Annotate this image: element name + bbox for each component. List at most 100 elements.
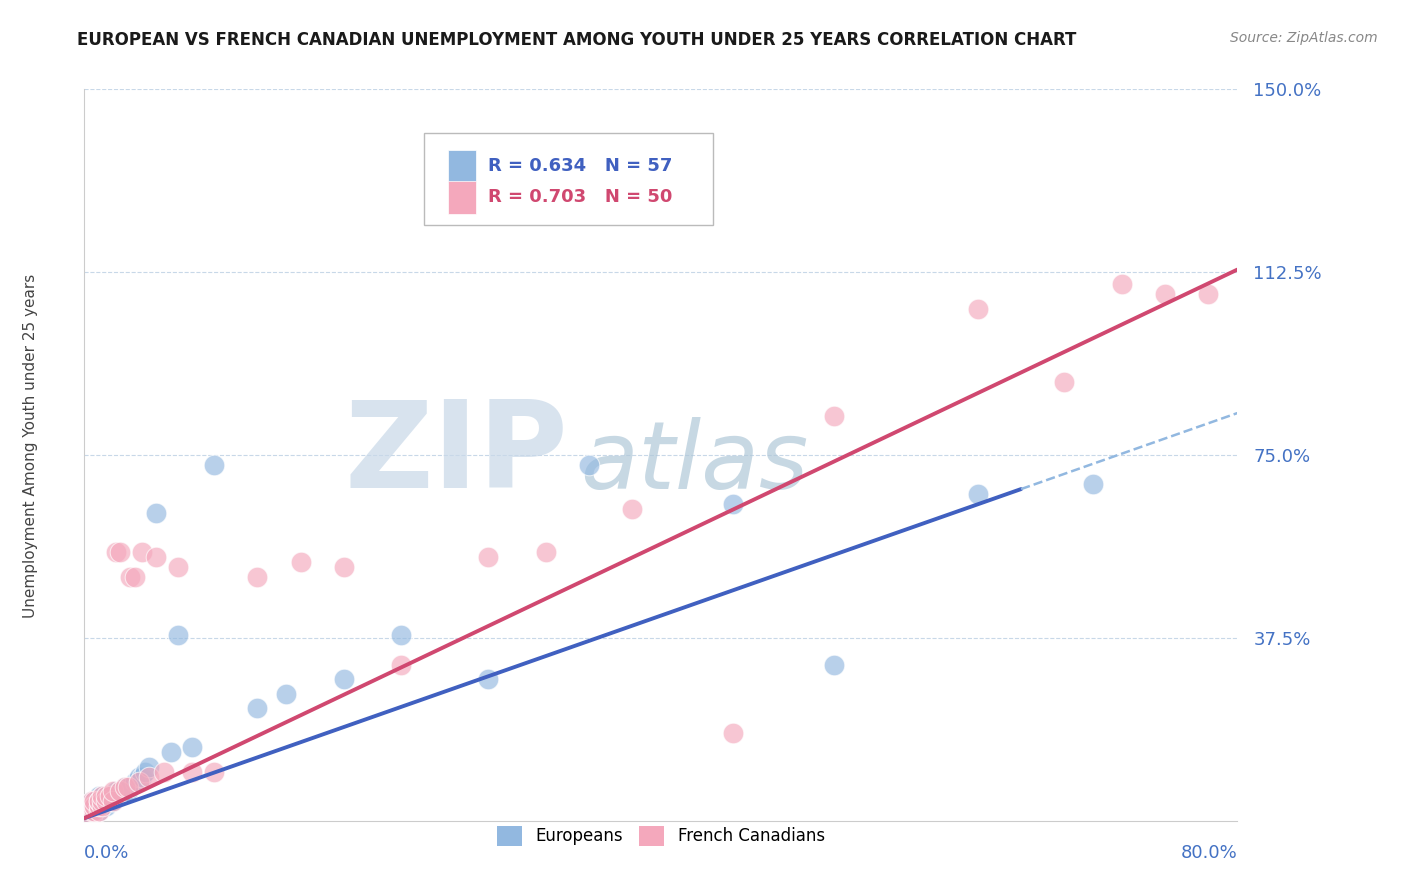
Point [1154, 287, 1177, 301]
Point [80, 794, 103, 808]
Point [117, 780, 139, 794]
Point [246, 701, 269, 715]
Point [477, 672, 499, 686]
Point [80, 799, 103, 814]
Point [87, 794, 110, 808]
Text: 0.0%: 0.0% [84, 844, 129, 862]
Point [94, 789, 117, 804]
Point [90, 789, 112, 804]
Text: 80.0%: 80.0% [1181, 844, 1237, 862]
Point [90, 799, 112, 814]
Point [120, 570, 142, 584]
Point [80, 799, 103, 814]
Point [105, 789, 128, 804]
Point [823, 409, 845, 423]
Point [98, 789, 121, 804]
Point [87, 794, 110, 808]
Point [87, 799, 110, 814]
Point [124, 774, 146, 789]
Point [94, 794, 117, 808]
Point [202, 458, 225, 472]
Point [87, 794, 110, 808]
Point [202, 764, 225, 779]
Text: R = 0.703   N = 50: R = 0.703 N = 50 [488, 188, 672, 206]
Point [117, 784, 139, 798]
Point [83, 794, 105, 808]
Point [103, 784, 124, 798]
Point [87, 804, 110, 818]
Point [94, 794, 117, 808]
Point [534, 545, 557, 559]
Point [131, 545, 153, 559]
Point [823, 657, 845, 672]
Point [1198, 287, 1220, 301]
Point [145, 507, 167, 521]
Point [110, 789, 132, 804]
Point [333, 672, 356, 686]
Point [94, 789, 117, 804]
Point [167, 560, 190, 574]
Point [246, 570, 269, 584]
Point [124, 570, 146, 584]
Point [80, 799, 103, 814]
Point [167, 628, 190, 642]
Point [83, 794, 105, 808]
Point [181, 740, 204, 755]
Point [87, 804, 110, 818]
Point [87, 799, 110, 814]
Point [90, 794, 112, 808]
Point [145, 550, 167, 565]
Point [87, 794, 110, 808]
Text: Source: ZipAtlas.com: Source: ZipAtlas.com [1230, 31, 1378, 45]
FancyBboxPatch shape [425, 133, 713, 225]
Point [98, 794, 121, 808]
Point [117, 780, 139, 794]
Point [110, 784, 132, 798]
Point [105, 784, 128, 798]
Point [105, 545, 128, 559]
Point [290, 555, 312, 569]
Point [90, 799, 112, 814]
Text: ZIP: ZIP [344, 396, 568, 514]
Point [138, 760, 160, 774]
Point [114, 784, 136, 798]
Point [87, 789, 110, 804]
Point [83, 799, 105, 814]
Point [391, 628, 413, 642]
Point [477, 550, 499, 565]
Point [83, 799, 105, 814]
Point [181, 764, 204, 779]
Point [578, 458, 600, 472]
Point [128, 774, 150, 789]
Point [621, 501, 644, 516]
Point [128, 770, 150, 784]
Point [1083, 477, 1105, 491]
Point [103, 789, 124, 804]
Point [152, 764, 174, 779]
Point [98, 789, 121, 804]
Point [391, 657, 413, 672]
Point [333, 560, 356, 574]
Point [80, 804, 103, 818]
Text: EUROPEAN VS FRENCH CANADIAN UNEMPLOYMENT AMONG YOUTH UNDER 25 YEARS CORRELATION : EUROPEAN VS FRENCH CANADIAN UNEMPLOYMENT… [77, 31, 1077, 49]
Point [114, 780, 136, 794]
Point [83, 799, 105, 814]
Text: atlas: atlas [581, 417, 808, 508]
Point [83, 804, 105, 818]
Point [138, 770, 160, 784]
Legend: Europeans, French Canadians: Europeans, French Canadians [491, 819, 831, 853]
Point [114, 780, 136, 794]
Text: Unemployment Among Youth under 25 years: Unemployment Among Youth under 25 years [24, 274, 38, 618]
Point [83, 799, 105, 814]
Point [87, 799, 110, 814]
Point [80, 794, 103, 808]
Point [90, 794, 112, 808]
Point [103, 794, 124, 808]
Point [110, 545, 132, 559]
Point [131, 770, 153, 784]
Point [1111, 277, 1133, 292]
Point [721, 497, 744, 511]
Point [110, 784, 132, 798]
Point [134, 764, 156, 779]
Point [83, 804, 105, 818]
